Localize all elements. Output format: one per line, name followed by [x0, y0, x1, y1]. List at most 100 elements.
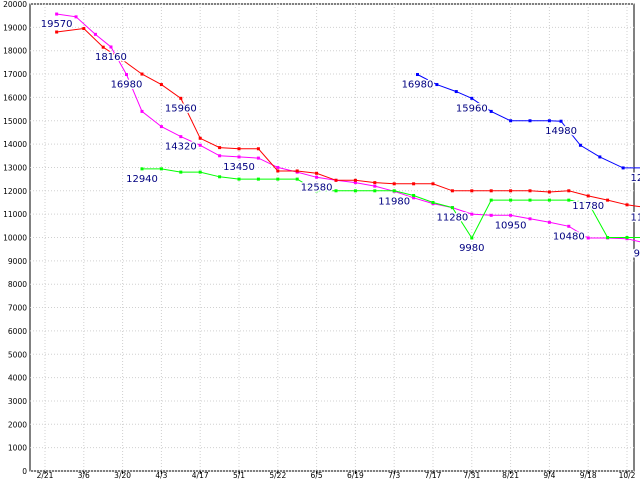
x-tick-label: 3/20 — [114, 471, 131, 480]
data-label: 11280 — [630, 213, 640, 224]
data-label: 18160 — [95, 52, 127, 63]
data-label: 10480 — [553, 231, 585, 242]
y-tick-label: 7000 — [8, 304, 27, 313]
data-label: 19570 — [41, 19, 73, 30]
data-point-1 — [606, 198, 610, 202]
x-tick-label: 7/17 — [425, 471, 442, 480]
data-point-0 — [237, 155, 241, 159]
data-point-3 — [578, 143, 582, 147]
plot-area — [29, 3, 635, 472]
data-point-2 — [295, 177, 299, 181]
data-point-0 — [412, 196, 416, 200]
data-label: 11780 — [572, 201, 604, 212]
data-point-1 — [121, 58, 125, 62]
y-tick-label: 3000 — [8, 397, 27, 406]
data-point-1 — [625, 203, 629, 207]
data-point-2 — [450, 206, 454, 210]
data-label: 15960 — [165, 103, 197, 114]
data-point-2 — [159, 167, 163, 171]
data-point-2 — [586, 200, 590, 204]
data-point-1 — [470, 189, 474, 193]
data-point-1 — [334, 178, 338, 182]
data-label: 14980 — [545, 126, 577, 137]
y-tick-label: 2000 — [8, 420, 27, 429]
data-label-halo: 10480 — [553, 231, 585, 242]
data-label-halo: 14320 — [165, 142, 197, 153]
data-point-0 — [470, 212, 474, 216]
x-tick-label: 7/3 — [388, 471, 400, 480]
y-tick-label: 1000 — [8, 444, 27, 453]
data-label-halo: 11280 — [436, 213, 468, 224]
data-label: 11980 — [378, 196, 410, 207]
data-label: 11280 — [436, 213, 468, 224]
data-label-halo: 11280 — [630, 213, 640, 224]
data-point-1 — [547, 190, 551, 194]
data-point-2 — [509, 198, 513, 202]
data-labels: 1957019570181601816016980169801432014320… — [39, 18, 640, 261]
data-point-0 — [489, 213, 493, 217]
data-point-0 — [567, 224, 571, 228]
data-point-1 — [412, 182, 416, 186]
data-point-0 — [179, 135, 183, 139]
data-point-2 — [392, 189, 396, 193]
data-point-0 — [159, 125, 163, 129]
data-point-2 — [431, 200, 435, 204]
data-point-1 — [198, 136, 202, 140]
y-tick-label: 4000 — [8, 374, 27, 383]
data-point-1 — [509, 189, 513, 193]
data-point-1 — [431, 182, 435, 186]
y-tick-label: 16000 — [3, 93, 27, 102]
data-label-halo: 15960 — [165, 103, 197, 114]
data-label: 15960 — [456, 103, 488, 114]
data-point-0 — [353, 181, 357, 185]
data-label: 13450 — [223, 162, 255, 173]
data-point-2 — [528, 198, 532, 202]
data-point-1 — [218, 146, 222, 150]
data-point-2 — [353, 189, 357, 193]
data-point-1 — [295, 169, 299, 173]
data-point-1 — [82, 27, 86, 31]
data-point-0 — [528, 217, 532, 221]
data-label-halo: 10950 — [495, 220, 527, 231]
data-point-3 — [528, 119, 532, 123]
data-point-0 — [276, 165, 280, 169]
data-point-0 — [315, 175, 319, 179]
data-point-1 — [450, 189, 454, 193]
data-label-halo: 18160 — [95, 52, 127, 63]
x-tick-label: 4/17 — [192, 471, 209, 480]
data-point-2 — [606, 236, 610, 239]
data-point-3 — [489, 109, 493, 113]
data-point-1 — [237, 147, 241, 151]
y-tick-label: 19000 — [3, 23, 27, 32]
data-label-halo: 9750 — [634, 248, 640, 259]
data-point-2 — [373, 189, 377, 193]
data-point-1 — [140, 72, 144, 76]
y-tick-label: 6000 — [8, 327, 27, 336]
data-label: 16980 — [402, 80, 434, 91]
y-tick-label: 13000 — [3, 163, 27, 172]
y-tick-label: 5000 — [8, 350, 27, 359]
data-point-0 — [256, 156, 260, 160]
data-point-3 — [454, 90, 458, 94]
data-point-2 — [315, 189, 319, 193]
data-point-1 — [276, 169, 280, 173]
data-label: 10950 — [495, 220, 527, 231]
data-label: 14320 — [165, 142, 197, 153]
data-point-2 — [140, 167, 144, 171]
data-label: 12980 — [630, 173, 640, 184]
data-label: 12940 — [126, 174, 158, 185]
data-point-0 — [55, 12, 59, 16]
data-label-halo: 16980 — [111, 80, 143, 91]
data-point-0 — [93, 32, 97, 36]
data-point-0 — [198, 143, 202, 147]
data-point-0 — [547, 220, 551, 224]
data-point-0 — [509, 213, 513, 217]
data-label-halo: 12940 — [126, 174, 158, 185]
data-point-1 — [567, 189, 571, 193]
data-label-halo: 11980 — [378, 196, 410, 207]
data-label-halo: 15960 — [456, 103, 488, 114]
data-label-halo: 19570 — [41, 19, 73, 30]
data-label-halo: 16980 — [402, 80, 434, 91]
data-point-3 — [470, 96, 474, 100]
data-point-2 — [567, 198, 571, 202]
